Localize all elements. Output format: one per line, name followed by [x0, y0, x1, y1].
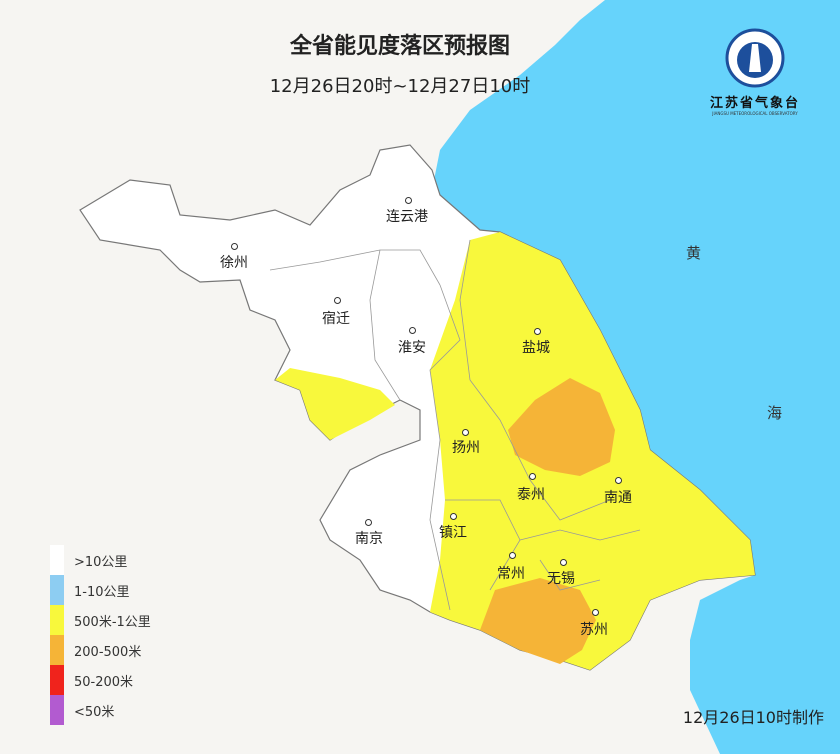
legend-label: >10公里 — [74, 554, 128, 570]
city-dot — [534, 328, 541, 335]
city-label: 镇江 — [439, 525, 467, 541]
city-label: 苏州 — [580, 622, 608, 638]
logo-english: JIANGSU METEOROLOGICAL OBSERVATORY — [712, 111, 798, 116]
sea-label-hai: 海 — [767, 404, 783, 422]
legend-label: 500米-1公里 — [74, 614, 151, 630]
legend-swatch — [50, 695, 64, 725]
legend-label: <50米 — [74, 704, 115, 720]
city-label: 盐城 — [522, 340, 550, 356]
city-dot — [560, 559, 567, 566]
map-title: 全省能见度落区预报图 — [289, 34, 510, 59]
legend-item: 50-200米 — [50, 665, 151, 695]
zone-200-500m-south — [480, 578, 596, 664]
city-label: 徐州 — [220, 255, 248, 271]
city-label: 泰州 — [517, 487, 545, 503]
city-label: 常州 — [497, 566, 525, 582]
legend-item: <50米 — [50, 695, 151, 725]
legend-label: 50-200米 — [74, 674, 134, 690]
legend-label: 1-10公里 — [74, 584, 130, 600]
sea-label-huang: 黄 — [686, 244, 702, 262]
legend-label: 200-500米 — [74, 644, 142, 660]
city-dot — [450, 513, 457, 520]
logo-name: 江苏省气象台 — [709, 96, 800, 111]
city-label: 宿迁 — [322, 311, 350, 327]
zone-200-500m-north — [508, 378, 615, 476]
city-dot — [592, 609, 599, 616]
city-borders — [269, 239, 641, 611]
legend-swatch — [50, 545, 64, 575]
legend-item: 1-10公里 — [50, 575, 151, 605]
legend-item: 200-500米 — [50, 635, 151, 665]
city-dot — [405, 197, 412, 204]
legend-swatch — [50, 605, 64, 635]
legend-swatch — [50, 575, 64, 605]
zone-500m-1km-west — [275, 368, 395, 440]
city-dot — [509, 552, 516, 559]
legend-item: >10公里 — [50, 545, 151, 575]
issued-time: 12月26日10时制作 — [682, 708, 824, 727]
observatory-logo: 江苏省气象台 JIANGSU METEOROLOGICAL OBSERVATOR… — [700, 28, 810, 116]
city-dot — [615, 477, 622, 484]
city-label: 扬州 — [452, 440, 480, 456]
logo-emblem-icon — [725, 28, 785, 88]
city-label: 无锡 — [547, 571, 575, 587]
legend: >10公里 1-10公里 500米-1公里 200-500米 50-200米 <… — [50, 545, 151, 725]
city-label: 连云港 — [386, 209, 428, 225]
city-dot — [529, 473, 536, 480]
city-dot — [462, 429, 469, 436]
legend-item: 500米-1公里 — [50, 605, 151, 635]
city-label: 南通 — [604, 490, 632, 506]
map-subtitle: 12月26日20时~12月27日10时 — [269, 76, 531, 97]
city-label: 淮安 — [398, 340, 426, 356]
city-dot — [409, 327, 416, 334]
city-dot — [365, 519, 372, 526]
city-label: 南京 — [355, 531, 383, 547]
legend-swatch — [50, 635, 64, 665]
legend-swatch — [50, 665, 64, 695]
city-dot — [334, 297, 341, 304]
city-dot — [231, 243, 238, 250]
sea — [432, 0, 840, 754]
